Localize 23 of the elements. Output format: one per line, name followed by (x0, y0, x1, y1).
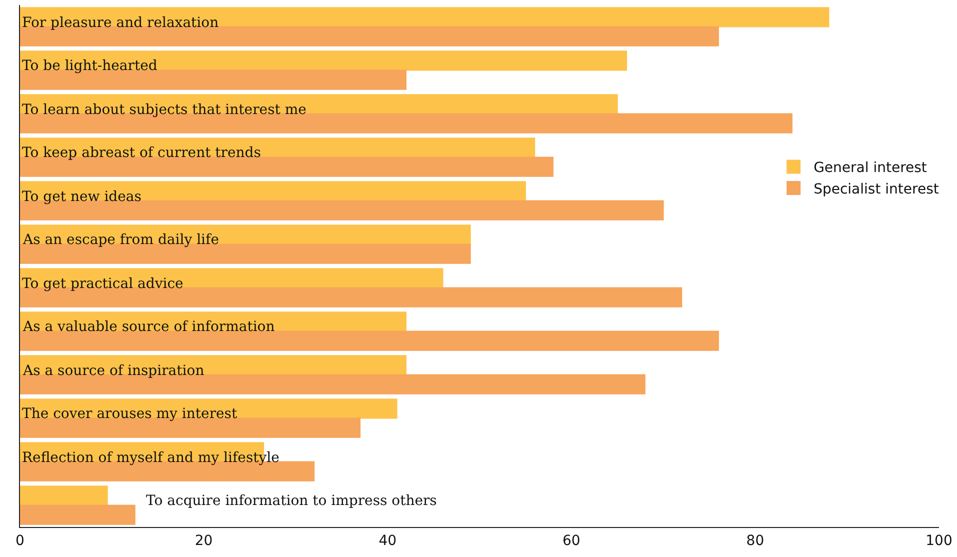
y-tick-label: To be light-hearted (22, 58, 158, 74)
y-tick-label: To get practical advice (22, 276, 184, 292)
y-tick-label: The cover arouses my interest (22, 406, 238, 422)
x-tick-label: 60 (562, 532, 580, 549)
bar (20, 330, 719, 351)
bar (20, 504, 136, 525)
y-tick-label: As an escape from daily life (22, 232, 219, 248)
legend-label: Specialist interest (814, 181, 940, 198)
y-tick-label: As a valuable source of information (22, 319, 275, 335)
y-tick-label: As a source of inspiration (22, 363, 204, 379)
y-tick-label: Reflection of myself and my lifestyle (22, 450, 280, 466)
x-tick-label: 80 (746, 532, 764, 549)
y-tick-label: To learn about subjects that interest me (22, 102, 306, 118)
legend-label: General interest (814, 160, 928, 176)
y-tick-label: To keep abreast of current trends (22, 145, 261, 161)
x-tick-label: 0 (16, 532, 24, 549)
y-tick-label: To acquire information to impress others (146, 493, 437, 509)
x-tick-label: 40 (378, 532, 397, 549)
y-tick-label: For pleasure and relaxation (22, 15, 219, 31)
x-tick-label: 100 (926, 532, 952, 549)
x-tick-label: 20 (194, 532, 213, 549)
bar (20, 486, 108, 506)
y-tick-label: To get new ideas (22, 189, 142, 205)
